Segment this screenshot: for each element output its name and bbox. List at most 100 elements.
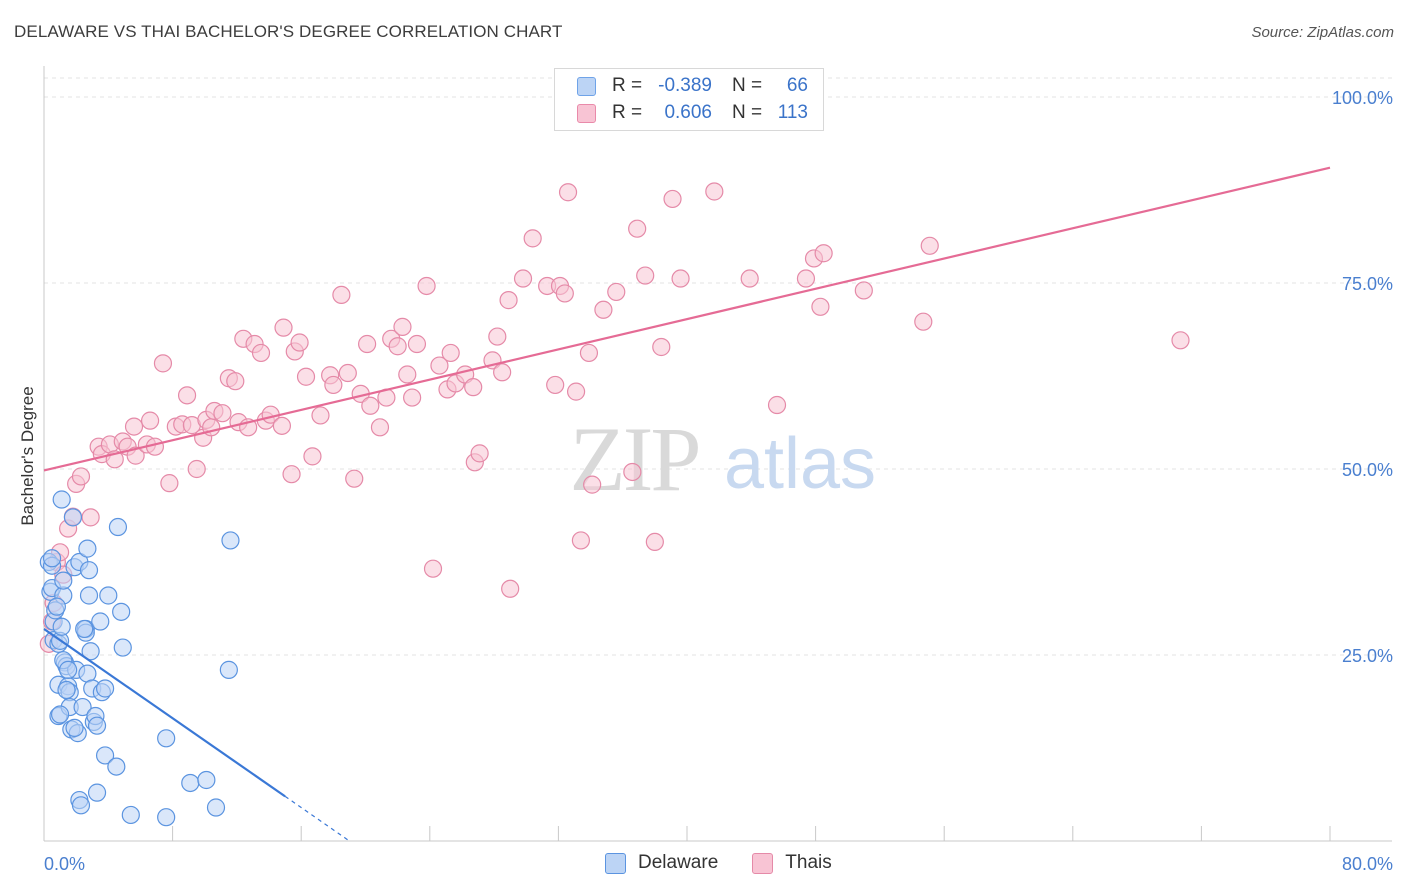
- thais-point: [338, 363, 357, 383]
- thais-point: [628, 219, 647, 238]
- delaware-trend-line: [43, 628, 286, 798]
- delaware-point: [221, 531, 240, 550]
- delaware-point: [79, 561, 99, 580]
- thais-point: [555, 284, 574, 303]
- thais-point: [126, 446, 145, 465]
- delaware-point: [50, 705, 70, 724]
- delaware-point: [181, 773, 200, 793]
- thais-point: [311, 406, 330, 425]
- delaware-point: [95, 746, 115, 765]
- thais-point: [811, 297, 830, 316]
- thais-point: [403, 388, 422, 407]
- thais-point: [71, 467, 91, 486]
- thais-point: [423, 559, 443, 578]
- thais-point: [652, 337, 671, 357]
- thais-point: [361, 396, 380, 415]
- thais-point: [566, 382, 586, 401]
- legend-row-thais: R = 0.606 N = 113: [577, 100, 808, 126]
- thais-point: [920, 236, 939, 255]
- legend-r-value: 0.606: [664, 102, 712, 123]
- watermark-zip: ZIP: [570, 408, 699, 510]
- legend-r-value: -0.389: [658, 75, 712, 96]
- y-tick-labels: 25.0% 50.0% 75.0% 100.0%: [1332, 88, 1393, 666]
- delaware-point: [157, 729, 176, 748]
- thais-point: [645, 532, 664, 552]
- legend-n-label: N =: [732, 102, 763, 123]
- thais-point: [663, 189, 682, 209]
- series-legend-thais[interactable]: Thais: [752, 852, 832, 874]
- y-tick-label: 75.0%: [1342, 274, 1393, 294]
- x-tick-label-min: 0.0%: [44, 854, 85, 874]
- delaware-trend-extension: [284, 795, 350, 842]
- thais-point: [571, 531, 591, 550]
- legend-r-label: R =: [612, 75, 643, 96]
- source-label: Source: ZipAtlas.com: [1251, 24, 1394, 41]
- delaware-point: [95, 679, 115, 698]
- legend-r-label: R =: [612, 102, 643, 123]
- legend-swatch-thais: [577, 103, 596, 123]
- thais-point: [430, 356, 449, 375]
- thais-point: [274, 318, 293, 337]
- delaware-point: [71, 796, 91, 815]
- thais-point: [140, 411, 160, 430]
- legend-n-value: 66: [786, 75, 808, 96]
- thais-point: [767, 395, 787, 415]
- thais-point: [296, 367, 316, 386]
- thais-point: [324, 375, 343, 395]
- delaware-point: [81, 642, 100, 661]
- thais-point: [153, 354, 173, 373]
- thais-point: [358, 334, 377, 354]
- thais-point: [594, 300, 613, 319]
- thais-point: [81, 508, 100, 527]
- thais-point: [441, 343, 460, 363]
- thais-point: [124, 417, 144, 436]
- x-tick-label-max: 80.0%: [1342, 854, 1393, 874]
- thais-point: [814, 244, 833, 263]
- thais-point: [464, 378, 483, 397]
- y-tick-label: 25.0%: [1342, 646, 1393, 666]
- delaware-point: [112, 602, 131, 621]
- thais-trend-line: [43, 166, 1331, 472]
- delaware-point: [113, 638, 132, 657]
- series-label-delaware: Delaware: [638, 852, 719, 873]
- delaware-point: [99, 586, 118, 605]
- series-legend-delaware[interactable]: Delaware: [605, 852, 718, 874]
- thais-point: [546, 375, 565, 395]
- delaware-point: [108, 517, 128, 537]
- thais-point: [501, 579, 520, 598]
- thais-point: [499, 291, 518, 310]
- legend-n-value: 113: [777, 102, 808, 123]
- series-legend: Delaware Thais: [605, 852, 866, 874]
- thais-point: [272, 416, 292, 435]
- thais-point: [398, 365, 417, 384]
- thais-point: [213, 404, 232, 423]
- thais-point: [523, 229, 542, 248]
- thais-point: [470, 444, 489, 463]
- thais-point: [290, 333, 309, 352]
- delaware-point: [59, 660, 78, 679]
- thais-point: [607, 282, 626, 302]
- thais-point: [513, 269, 533, 288]
- series-swatch-delaware: [605, 852, 626, 874]
- watermark-atlas: atlas: [724, 424, 876, 504]
- delaware-point: [42, 549, 62, 568]
- thais-point: [226, 372, 245, 391]
- series-label-thais: Thais: [785, 852, 832, 873]
- delaware-point: [79, 586, 99, 605]
- delaware-point: [197, 770, 216, 790]
- thais-point: [177, 386, 197, 405]
- thais-point: [636, 266, 655, 285]
- delaware-point: [78, 539, 97, 558]
- legend-n-label: N =: [732, 75, 763, 96]
- thais-point: [740, 269, 759, 288]
- thais-point: [623, 462, 642, 482]
- thais-point: [345, 469, 364, 488]
- thais-point: [488, 327, 507, 346]
- delaware-point: [65, 718, 84, 738]
- thais-points: [39, 182, 1190, 653]
- delaware-point: [75, 619, 94, 639]
- delaware-point: [63, 508, 83, 527]
- thais-point: [303, 447, 322, 466]
- chart-title: DELAWARE VS THAI BACHELOR'S DEGREE CORRE…: [14, 22, 563, 41]
